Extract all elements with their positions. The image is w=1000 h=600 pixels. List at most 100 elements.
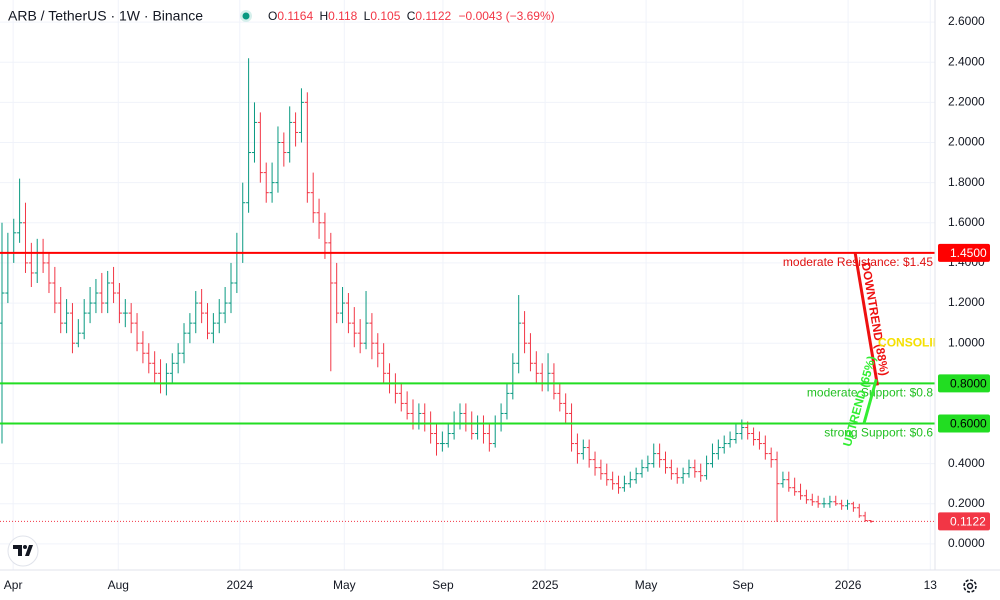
y-tick-label: 0.2000 (948, 496, 985, 510)
trend-line (862, 378, 878, 424)
grid (0, 0, 935, 570)
tradingview-logo (7, 535, 39, 567)
ohlc-bar (175, 343, 181, 374)
ohlc-bar (504, 383, 510, 420)
ohlc-bar (563, 393, 569, 424)
ohlc-bar (745, 421, 751, 440)
ohlc-bar (99, 272, 105, 314)
ohlc-bar (387, 363, 393, 394)
ohlc-bar (580, 439, 586, 460)
ohlc-bar (480, 415, 486, 444)
legend-label: C (407, 9, 416, 23)
ohlc-bar (93, 278, 99, 314)
ohlc-bar (639, 459, 645, 478)
ohlc-bar (698, 463, 704, 482)
legend-value: 0.105 (370, 9, 400, 23)
ohlc-bar (111, 266, 117, 304)
ohlc-bar (293, 112, 299, 147)
ohlc-bar (803, 489, 809, 504)
change-label: −0.0043 (−3.69%) (459, 9, 555, 23)
ohlc-bar (152, 351, 158, 384)
ohlc-bar (363, 291, 369, 350)
ohlc-bar (445, 423, 451, 448)
ohlc-bar (510, 353, 516, 400)
ohlc-bar (798, 483, 804, 500)
ohlc-bar (586, 439, 592, 468)
settings-icon[interactable] (963, 579, 977, 593)
ohlc-bar (87, 287, 93, 324)
ohlc-bar (569, 403, 575, 452)
ohlc-bar (22, 202, 28, 273)
x-tick-label: Aug (108, 578, 129, 592)
y-tick-label: 2.6000 (948, 14, 985, 28)
ohlc-bar (616, 475, 622, 494)
ohlc-bar (64, 299, 70, 334)
level-badge-label: 0.8000 (950, 377, 987, 391)
ohlc-bar (651, 443, 657, 468)
ohlc-bar (709, 443, 715, 468)
ohlc-bar (46, 252, 52, 294)
ohlc-bar (627, 471, 633, 488)
trend-line (853, 252, 879, 386)
ohlc-bar (645, 455, 651, 472)
ohlc-bar (69, 303, 75, 354)
ohlc-bar (428, 411, 434, 444)
ohlc-bar (158, 359, 164, 394)
ohlc-bar (140, 331, 146, 364)
ohlc-bar (298, 88, 304, 143)
ohlc-bar (604, 463, 610, 486)
x-tick-label: 2024 (226, 578, 253, 592)
level-badge (938, 374, 990, 393)
legend-label: H (320, 9, 329, 23)
ohlc-bar (216, 299, 222, 334)
ohlc-bar (821, 497, 827, 508)
ohlc-bar (134, 313, 140, 352)
ohlc-bar (633, 467, 639, 484)
ohlc-bar (527, 333, 533, 372)
y-tick-label: 2.4000 (948, 54, 985, 68)
ohlc-bar (492, 415, 498, 448)
ohlc-bar (451, 411, 457, 440)
ohlc-bar (850, 501, 856, 512)
ohlc-bar (557, 383, 563, 412)
y-tick-label: 2.2000 (948, 95, 985, 109)
ohlc-bar (786, 471, 792, 492)
ohlc-bar (392, 373, 398, 404)
ohlc-bar (839, 499, 845, 510)
ohlc-bar (351, 307, 357, 348)
ohlc-bar (11, 218, 17, 263)
x-tick-label: May (333, 578, 356, 592)
ohlc-bar (340, 287, 346, 324)
level-badge-label: 0.6000 (950, 417, 987, 431)
ohlc-bar (357, 319, 363, 354)
ohlc-bar (146, 343, 152, 374)
ohlc-bar (5, 232, 11, 304)
ohlc-bar (28, 242, 34, 288)
ohlc-bar (263, 162, 269, 203)
ohlc-bar (246, 58, 252, 213)
level-text: strong Support: $0.6 (824, 426, 933, 440)
header: ARB / TetherUS · 1W · Binance O0.1164 H0… (8, 8, 555, 24)
x-tick-label: 2025 (532, 578, 559, 592)
ohlc-bar (228, 262, 234, 314)
ohlc-bar (545, 353, 551, 392)
ohlc-bar (163, 363, 169, 396)
ohlc-bar (433, 423, 439, 456)
ohlc-bar (827, 495, 833, 508)
ohlc-bar (40, 238, 46, 273)
ohlc-bar (128, 303, 134, 334)
ohlc-bar (533, 351, 539, 384)
last-price-label: 0.1122 (950, 515, 986, 529)
ohlc-bar (75, 319, 81, 348)
level-badge (938, 243, 990, 262)
ohlc-bar (257, 112, 263, 183)
ohlc-bar (281, 132, 287, 167)
y-tick-label: 2.0000 (948, 135, 985, 149)
level-badge-label: 1.4500 (950, 246, 987, 260)
level-badge (938, 414, 990, 433)
ohlc-bar (809, 493, 815, 506)
legend-value: 0.1164 (277, 9, 313, 23)
consolidation-label: CONSOLIDA (878, 335, 950, 349)
ohlc-bar (621, 475, 627, 492)
